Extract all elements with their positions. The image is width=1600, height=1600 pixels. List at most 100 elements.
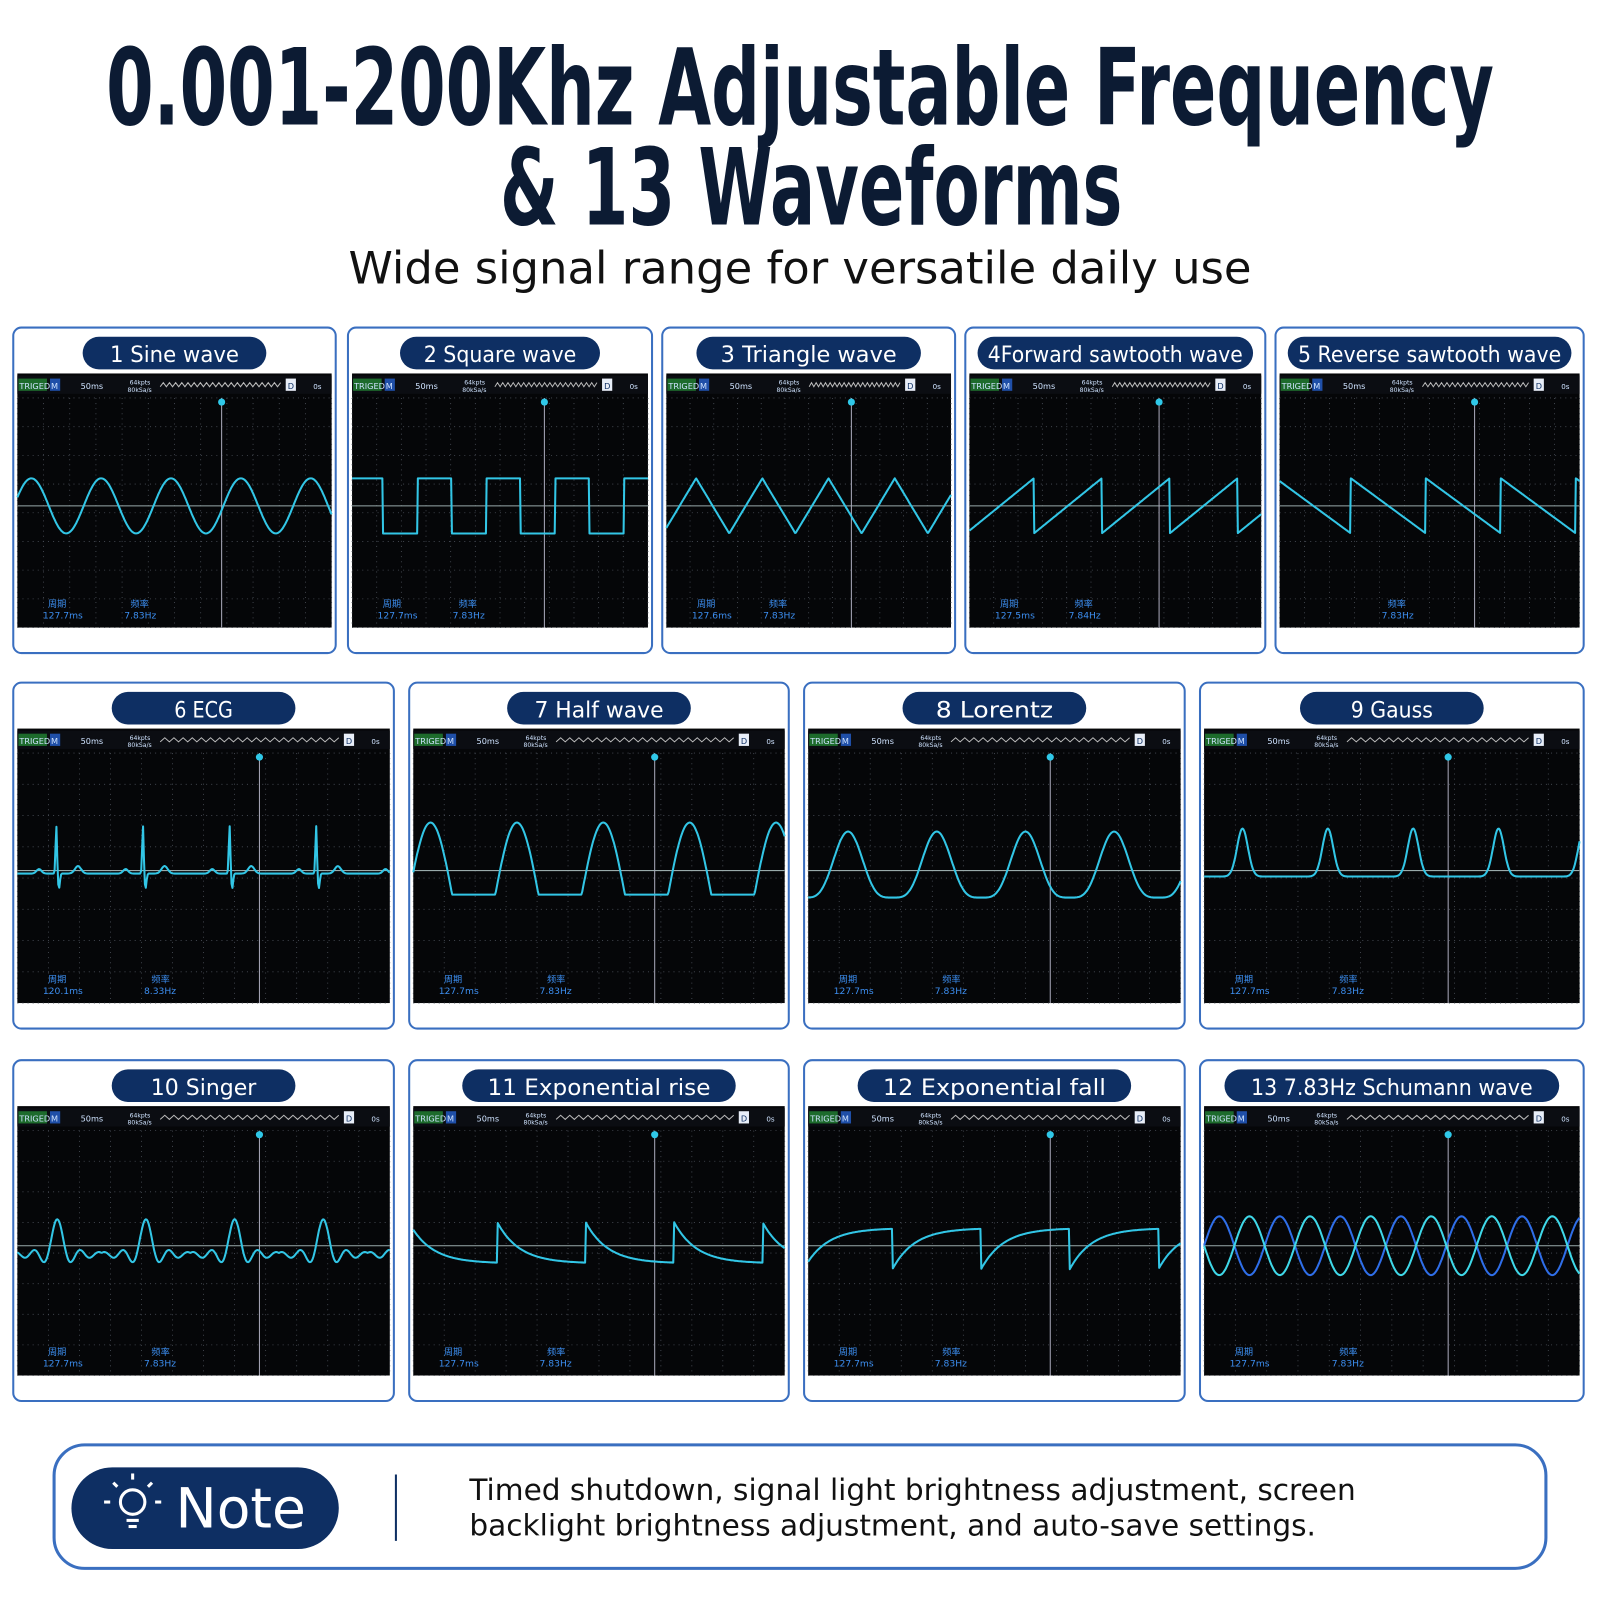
coupling-box xyxy=(602,378,613,391)
coupling-box xyxy=(1533,733,1544,746)
panel-label: 10 Singer xyxy=(151,1075,257,1101)
period-value: 127.7ms xyxy=(1230,986,1270,997)
offset-text: 0s xyxy=(630,382,639,391)
header-wave xyxy=(950,737,1130,743)
waveform xyxy=(16,1218,390,1264)
offset-text: 0s xyxy=(1162,1114,1171,1123)
panel-label: 11 Exponential rise xyxy=(488,1075,711,1101)
coupling-box xyxy=(1215,378,1226,391)
period-label: 周期 xyxy=(1235,975,1253,986)
note-text: Timed shutdown, signal light brightness … xyxy=(468,1473,1355,1507)
subtitle: Wide signal range for versatile daily us… xyxy=(349,242,1252,295)
offset-text: 0s xyxy=(1561,1114,1570,1123)
trigger-marker xyxy=(218,398,226,406)
waveform xyxy=(412,821,786,896)
period-value: 127.7ms xyxy=(834,1358,874,1369)
header-wave xyxy=(1422,381,1529,388)
note-box: Note Timed shutdown, signal light bright… xyxy=(52,1443,1548,1570)
mode-text: M xyxy=(700,381,707,391)
header-wave xyxy=(1346,1114,1529,1121)
mode-text: M xyxy=(1003,381,1010,391)
timebase-text: 50ms xyxy=(1267,736,1290,746)
trigger-marker xyxy=(1444,753,1452,761)
trigger-marker xyxy=(540,398,548,406)
mode-box xyxy=(698,378,710,391)
mode-box xyxy=(50,1111,61,1124)
panel-label: 3 Triangle wave xyxy=(721,342,897,368)
rate-text: 80kSa/s xyxy=(1314,742,1338,749)
frequency-label: 频率 xyxy=(547,974,565,986)
coupling-box xyxy=(738,1111,749,1124)
scope-header xyxy=(666,375,952,394)
period-label: 周期 xyxy=(1235,1347,1253,1358)
trigger-badge xyxy=(1205,1111,1234,1124)
depth-text: 64kpts xyxy=(1316,1112,1337,1119)
panel-label: 5 Reverse sawtooth wave xyxy=(1298,342,1561,368)
mode-text: M xyxy=(447,736,454,746)
mode-box xyxy=(1236,1111,1247,1124)
timebase-text: 50ms xyxy=(871,736,894,746)
rate-text: 80kSa/s xyxy=(462,387,486,394)
coupling-box xyxy=(1134,1111,1145,1124)
mode-box xyxy=(840,733,852,746)
panel-label-pill xyxy=(462,1069,736,1103)
panel-label: 6 ECG xyxy=(174,697,233,723)
rate-text: 80kSa/s xyxy=(1080,387,1104,394)
coupling-text: D xyxy=(1536,381,1542,391)
frequency-label: 频率 xyxy=(769,598,787,610)
note-frame xyxy=(52,1443,1548,1570)
offset-text: 0s xyxy=(766,1114,775,1123)
trigger-badge xyxy=(18,378,47,391)
frequency-label: 频率 xyxy=(1339,1346,1357,1358)
note-badge xyxy=(71,1467,339,1549)
panel-label-pill xyxy=(1224,1069,1560,1103)
rate-text: 80kSa/s xyxy=(918,742,942,749)
frequency-label: 频率 xyxy=(1388,598,1406,610)
mode-box xyxy=(445,733,457,746)
timebase-text: 50ms xyxy=(1343,381,1366,391)
period-label: 周期 xyxy=(48,1347,66,1358)
header-wave xyxy=(1111,381,1211,388)
period-value: 127.7ms xyxy=(439,1358,479,1369)
frequency-label: 频率 xyxy=(459,598,477,610)
coupling-text: D xyxy=(1536,736,1542,746)
frequency-value: 7.83Hz xyxy=(540,986,572,997)
offset-text: 0s xyxy=(313,382,322,391)
timebase-text: 50ms xyxy=(1033,381,1056,391)
header-wave xyxy=(555,1114,735,1121)
frequency-value: 7.83Hz xyxy=(935,986,967,997)
header-wave xyxy=(159,1114,340,1121)
depth-text: 64kpts xyxy=(920,1112,941,1119)
frequency-value: 7.83Hz xyxy=(453,610,485,621)
panel-label-pill xyxy=(1300,691,1484,725)
period-label: 周期 xyxy=(48,975,66,986)
panel-label: 9 Gauss xyxy=(1351,697,1433,723)
mode-box xyxy=(1312,378,1323,391)
mode-text: M xyxy=(386,381,393,391)
depth-text: 64kpts xyxy=(130,380,151,387)
header-wave xyxy=(808,381,901,388)
depth-text: 64kpts xyxy=(130,735,151,742)
coupling-text: D xyxy=(288,381,294,391)
rate-text: 80kSa/s xyxy=(523,1119,547,1126)
header-wave xyxy=(1346,737,1529,743)
offset-text: 0s xyxy=(371,1114,380,1123)
header-wave xyxy=(159,381,282,388)
trigger-text: TRIGED xyxy=(414,736,446,746)
depth-text: 64kpts xyxy=(1082,380,1103,387)
period-value: 120.1ms xyxy=(43,986,83,997)
panel-label-pill xyxy=(1287,336,1572,370)
mode-box xyxy=(1002,378,1013,391)
period-label: 周期 xyxy=(697,599,715,610)
title-line: 0.001-200Khz Adjustable Frequency xyxy=(106,26,1494,150)
waveform xyxy=(1203,827,1581,878)
coupling-text: D xyxy=(346,1113,352,1123)
trigger-text: TRIGED xyxy=(809,736,841,746)
trigger-text: TRIGED xyxy=(18,381,50,391)
mode-box xyxy=(50,378,61,391)
frequency-label: 频率 xyxy=(942,1346,960,1358)
